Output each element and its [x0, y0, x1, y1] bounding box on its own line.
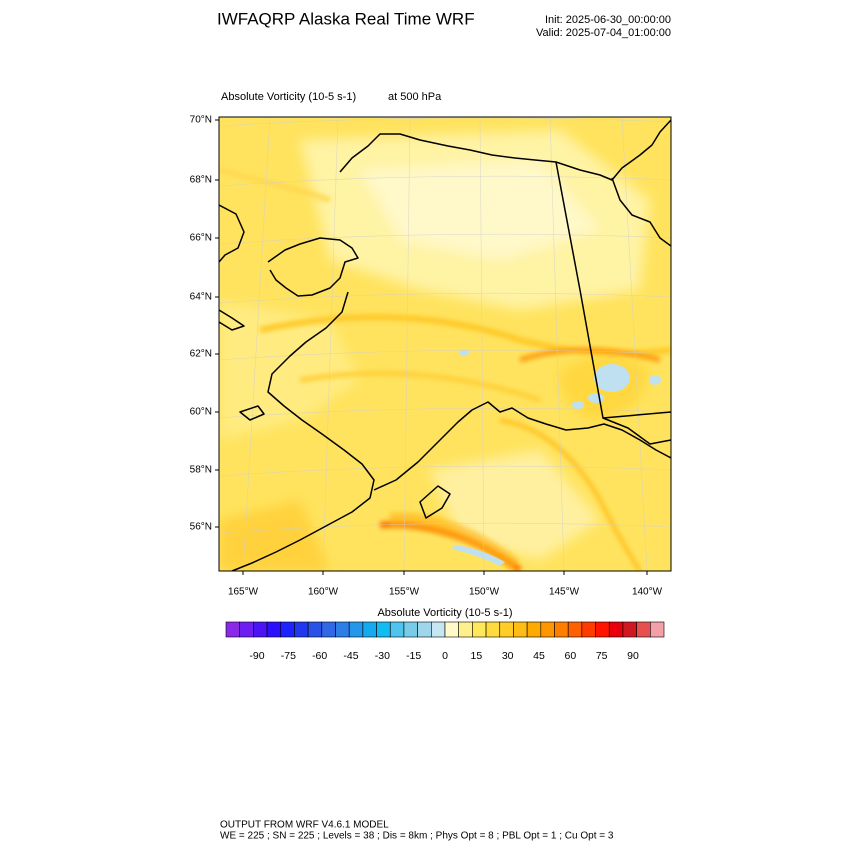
- lat-label: 70°N: [190, 115, 212, 126]
- colorbar-box: [266, 621, 282, 638]
- colorbar-tick-label: 15: [470, 650, 482, 662]
- colorbar-tick-label: -45: [343, 650, 358, 662]
- colorbar-box: [239, 621, 254, 638]
- colorbar-box: [554, 621, 569, 638]
- colorbar-tick-label: 90: [627, 650, 639, 662]
- colorbar-box: [581, 621, 596, 638]
- map-frame: [218, 116, 672, 572]
- colorbar-box: [417, 621, 432, 638]
- lat-labels: 70°N 68°N 66°N 64°N 62°N 60°N 58°N 56°N: [190, 115, 219, 533]
- map-field: [219, 117, 671, 571]
- colorbar-box: [431, 621, 446, 638]
- colorbar-box: [389, 621, 405, 638]
- colorbar-tick-label: 60: [564, 650, 576, 662]
- colorbar-tick-label: -90: [249, 650, 264, 662]
- colorbar-tick-label: 75: [596, 650, 608, 662]
- colorbar-box: [321, 621, 336, 638]
- footer-line: OUTPUT FROM WRF V4.6.1 MODEL: [220, 820, 389, 831]
- colorbar-box: [362, 621, 377, 638]
- lat-label: 58°N: [190, 465, 212, 476]
- colorbar-box: [540, 621, 555, 638]
- colorbar-box: [403, 621, 418, 638]
- lat-label: 66°N: [190, 233, 212, 244]
- lon-label: 165°W: [228, 587, 259, 598]
- colorbar-tick-label: -60: [312, 650, 327, 662]
- lon-labels: 165°W 160°W 155°W 150°W 145°W 140°W: [228, 571, 663, 598]
- colorbar-box: [472, 621, 487, 638]
- colorbar-tick-label: 0: [442, 650, 448, 662]
- lat-label: 60°N: [190, 407, 212, 418]
- lon-label: 145°W: [549, 587, 580, 598]
- level-label: at 500 hPa: [388, 91, 442, 103]
- colorbar-tick-label: 30: [502, 650, 514, 662]
- colorbar-box: [595, 621, 610, 638]
- lon-label: 150°W: [469, 587, 500, 598]
- colorbar-box: [650, 621, 665, 638]
- title: IWFAQRP Alaska Real Time WRF: [217, 9, 475, 28]
- lon-label: 140°W: [632, 587, 663, 598]
- lon-label: 155°W: [389, 587, 420, 598]
- colorbar-box: [376, 621, 391, 638]
- colorbar-box: [444, 621, 459, 638]
- colorbar-box: [335, 621, 350, 638]
- colorbar-box: [348, 621, 364, 638]
- colorbar-box: [608, 621, 624, 638]
- colorbar-tick-label: -30: [375, 650, 390, 662]
- colorbar-box: [499, 621, 514, 638]
- colorbar-box: [622, 621, 637, 638]
- colorbar-box: [485, 621, 501, 638]
- valid-time: Valid: 2025-07-04_01:00:00: [536, 27, 671, 39]
- colorbar-tick-label: -75: [281, 650, 296, 662]
- colorbar-box: [636, 621, 651, 638]
- colorbar-box: [280, 621, 295, 638]
- lat-label: 68°N: [190, 175, 212, 186]
- colorbar-tick-label: 45: [533, 650, 545, 662]
- footer-line: WE = 225 ; SN = 225 ; Levels = 38 ; Dis …: [220, 831, 614, 842]
- field-label: Absolute Vorticity (10-5 s-1): [221, 91, 356, 103]
- colorbar-box: [225, 621, 240, 638]
- colorbar-box: [567, 621, 583, 638]
- lat-label: 64°N: [190, 292, 212, 303]
- init-time: Init: 2025-06-30_00:00:00: [545, 14, 671, 26]
- lat-label: 56°N: [190, 522, 212, 533]
- lon-label: 160°W: [308, 587, 339, 598]
- lat-label: 62°N: [190, 349, 212, 360]
- colorbar-title: Absolute Vorticity (10-5 s-1): [377, 607, 512, 619]
- colorbar-box: [294, 621, 309, 638]
- colorbar-box: [513, 621, 528, 638]
- colorbar: -90 -75 -60 -45 -30 -15 0 15 30 45 60 75 90: [225, 621, 665, 662]
- colorbar-box: [307, 621, 323, 638]
- colorbar-box: [526, 621, 542, 638]
- colorbar-box: [458, 621, 473, 638]
- colorbar-tick-label: -15: [406, 650, 421, 662]
- colorbar-box: [253, 621, 268, 638]
